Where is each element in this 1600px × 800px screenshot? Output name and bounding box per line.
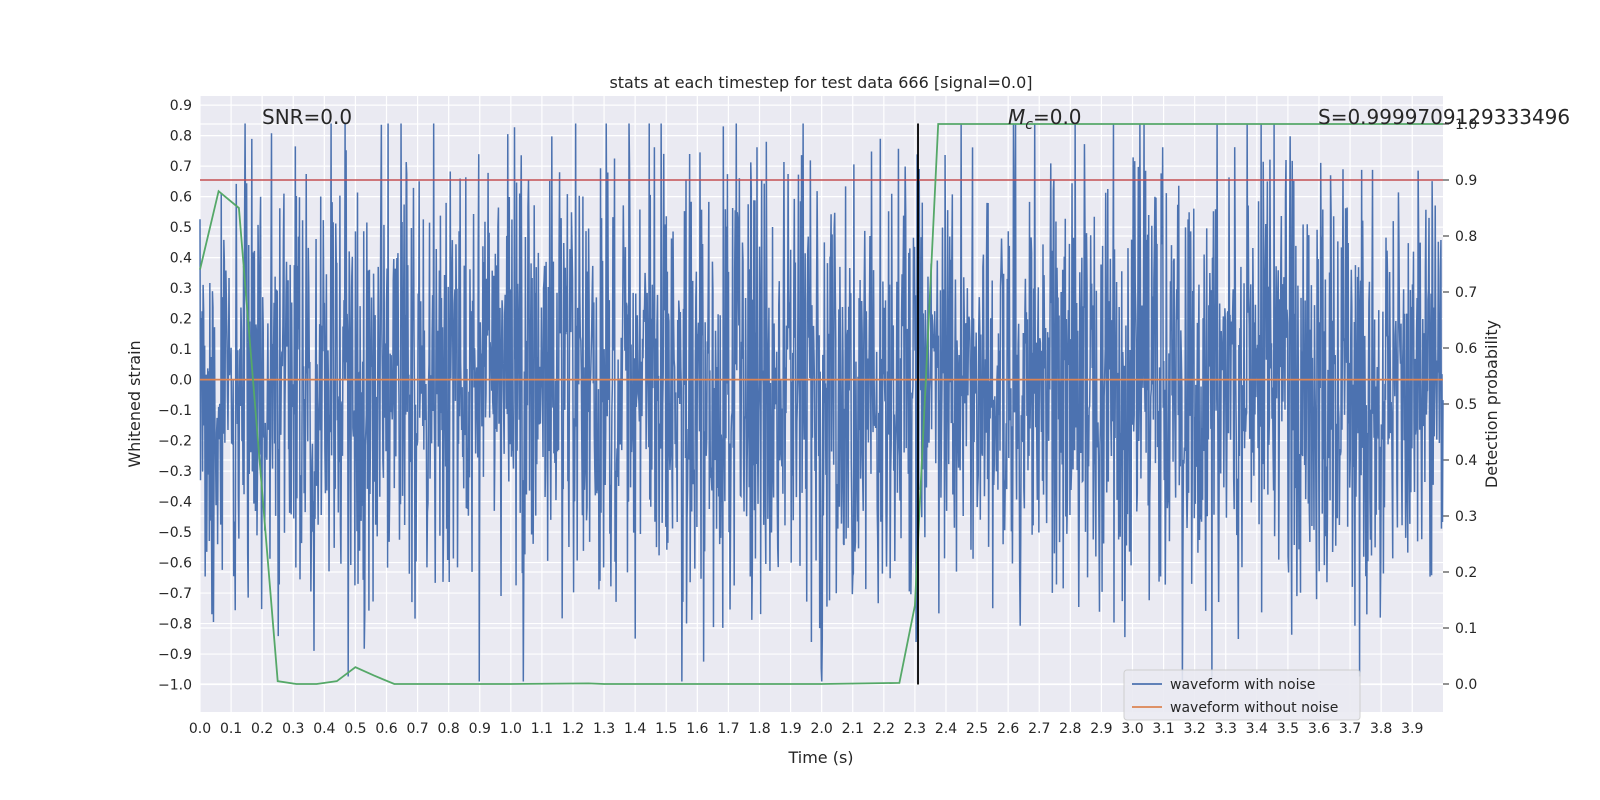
chirp-mass-annotation: Mc=0.0 bbox=[1008, 105, 1082, 133]
y-tick-label: 0.9 bbox=[170, 98, 192, 114]
y-tick-label: −0.5 bbox=[158, 525, 192, 541]
y-tick-label: 0.3 bbox=[170, 281, 192, 297]
x-tick-label: 3.2 bbox=[1184, 721, 1206, 737]
y2-tick-label: 1.0 bbox=[1455, 117, 1477, 133]
y2-tick-label: 0.8 bbox=[1455, 229, 1477, 245]
y-tick-label: 0.4 bbox=[170, 251, 192, 267]
x-tick-label: 1.9 bbox=[779, 721, 801, 737]
x-tick-label: 3.6 bbox=[1308, 721, 1330, 737]
x-tick-label: 2.9 bbox=[1090, 721, 1112, 737]
chart-title: stats at each timestep for test data 666… bbox=[609, 73, 1032, 92]
x-tick-label: 2.5 bbox=[966, 721, 988, 737]
x-tick-label: 1.8 bbox=[748, 721, 770, 737]
x-tick-label: 3.0 bbox=[1121, 721, 1143, 737]
x-tick-label: 1.3 bbox=[593, 721, 615, 737]
x-tick-label: 0.3 bbox=[282, 721, 304, 737]
legend-box bbox=[1123, 669, 1361, 721]
x-tick-label: 2.4 bbox=[935, 721, 957, 737]
x-tick-label: 3.7 bbox=[1339, 721, 1361, 737]
y-axis-label: Whitened strain bbox=[125, 340, 144, 467]
y-tick-label: 0.1 bbox=[170, 342, 192, 358]
y2-tick-label: 0.4 bbox=[1455, 453, 1477, 469]
x-tick-label: 0.6 bbox=[375, 721, 397, 737]
snr-annotation: SNR=0.0 bbox=[262, 105, 352, 129]
y2-ticks: 1.0 0.9 0.8 0.7 0.6 0.5 0.4 0.3 0.2 0.1 0.0 bbox=[1443, 117, 1477, 693]
y-tick-label: −0.9 bbox=[158, 647, 192, 663]
y2-tick-label: 0.7 bbox=[1455, 285, 1477, 301]
x-tick-label: 2.6 bbox=[997, 721, 1019, 737]
x-axis-label: Time (s) bbox=[787, 748, 853, 767]
y-tick-label: 0.2 bbox=[170, 312, 192, 328]
y-tick-label: 0.5 bbox=[170, 220, 192, 236]
y-tick-label: 0.0 bbox=[170, 373, 192, 389]
x-tick-label: 3.1 bbox=[1152, 721, 1174, 737]
y2-axis-label: Detection probability bbox=[1482, 320, 1501, 488]
x-tick-label: 2.3 bbox=[904, 721, 926, 737]
series-waveform-with-noise bbox=[199, 123, 1444, 682]
x-tick-label: 0.0 bbox=[189, 721, 211, 737]
score-annotation: S=0.9999709129333496 bbox=[1318, 105, 1570, 129]
x-tick-label: 0.4 bbox=[313, 721, 335, 737]
y2-tick-label: 0.1 bbox=[1455, 621, 1477, 637]
y-tick-label: −0.8 bbox=[158, 617, 192, 633]
y-tick-label: 0.7 bbox=[170, 159, 192, 175]
legend-label-without-noise: waveform without noise bbox=[1170, 700, 1338, 716]
x-tick-label: 1.0 bbox=[500, 721, 522, 737]
x-tick-label: 3.5 bbox=[1277, 721, 1299, 737]
y-tick-label: 0.6 bbox=[170, 190, 192, 206]
legend: waveform with noise waveform without noi… bbox=[1123, 669, 1361, 721]
x-tick-label: 3.4 bbox=[1246, 721, 1268, 737]
y-tick-label: −0.4 bbox=[158, 495, 192, 511]
x-tick-label: 0.8 bbox=[438, 721, 460, 737]
y-tick-label: −0.6 bbox=[158, 556, 192, 572]
x-tick-label: 2.7 bbox=[1028, 721, 1050, 737]
series-detection-probability bbox=[199, 123, 1443, 685]
x-tick-label: 1.5 bbox=[655, 721, 677, 737]
x-tick-label: 1.1 bbox=[531, 721, 553, 737]
x-tick-label: 0.1 bbox=[220, 721, 242, 737]
x-tick-label: 2.8 bbox=[1059, 721, 1081, 737]
x-tick-label: 2.1 bbox=[842, 721, 864, 737]
x-tick-label: 2.2 bbox=[873, 721, 895, 737]
y-tick-label: −1.0 bbox=[158, 678, 192, 694]
legend-label-with-noise: waveform with noise bbox=[1170, 677, 1315, 693]
x-tick-label: 1.4 bbox=[624, 721, 646, 737]
y2-tick-label: 0.2 bbox=[1455, 565, 1477, 581]
x-tick-label: 0.5 bbox=[344, 721, 366, 737]
y-ticks: 0.9 0.8 0.7 0.6 0.5 0.4 0.3 0.2 0.1 0.0 −0.1 −0.2 −0… bbox=[158, 98, 192, 693]
x-ticks: 0.0 0.1 0.2 0.3 0.4 0.5 0.6 0.7 0.8 0.9 1.0 1.1 1.2 1… bbox=[189, 721, 1423, 737]
y-tick-label: −0.1 bbox=[158, 403, 192, 419]
y2-tick-label: 0.9 bbox=[1455, 173, 1477, 189]
y2-tick-label: 0.3 bbox=[1455, 509, 1477, 525]
x-tick-label: 3.9 bbox=[1401, 721, 1423, 737]
x-tick-label: 3.3 bbox=[1215, 721, 1237, 737]
y2-tick-label: 0.5 bbox=[1455, 397, 1477, 413]
x-tick-label: 1.6 bbox=[686, 721, 708, 737]
y-tick-label: −0.7 bbox=[158, 586, 192, 602]
y-tick-label: −0.2 bbox=[158, 434, 192, 450]
x-tick-label: 3.8 bbox=[1370, 721, 1392, 737]
y-tick-label: −0.3 bbox=[158, 464, 192, 480]
x-tick-label: 0.2 bbox=[251, 721, 273, 737]
y2-tick-label: 0.0 bbox=[1455, 677, 1477, 693]
y2-tick-label: 0.6 bbox=[1455, 341, 1477, 357]
x-tick-label: 0.7 bbox=[406, 721, 428, 737]
y-tick-label: 0.8 bbox=[170, 129, 192, 145]
x-tick-label: 1.7 bbox=[717, 721, 739, 737]
x-tick-label: 0.9 bbox=[469, 721, 491, 737]
x-tick-label: 2.0 bbox=[811, 721, 833, 737]
x-tick-label: 1.2 bbox=[562, 721, 584, 737]
